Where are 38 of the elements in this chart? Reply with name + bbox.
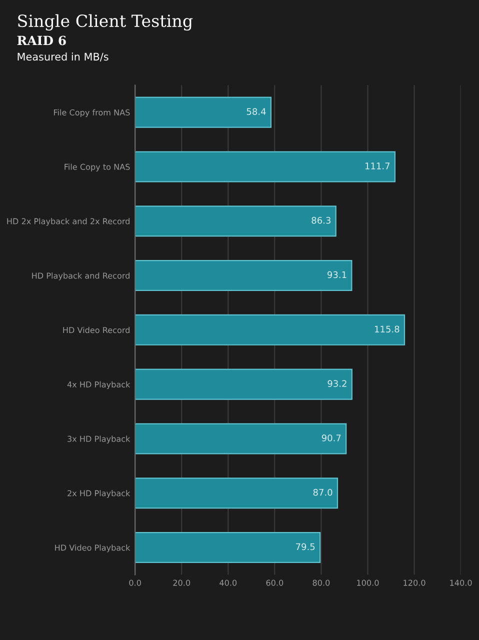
x-tick-label: 120.0 (404, 580, 426, 586)
y-tick-label: HD 2x Playback and 2x Record (7, 218, 130, 226)
y-tick-label: File Copy from NAS (54, 109, 130, 118)
x-tick-label: 40.0 (220, 580, 237, 586)
x-tick-label: 100.0 (357, 580, 379, 586)
x-tick-label: 140.0 (450, 580, 472, 586)
data-label: 111.7 (365, 162, 390, 170)
bar (135, 314, 406, 346)
bar (135, 423, 347, 454)
bar (135, 368, 352, 400)
data-label: 115.8 (374, 326, 400, 333)
bar (135, 532, 321, 564)
y-tick-label: 4x HD Playback (67, 381, 130, 390)
x-tick-label: 60.0 (266, 580, 284, 586)
bar (135, 260, 352, 292)
x-tick-label: 0.0 (129, 580, 141, 586)
chart-subtitle: RAID 6 (17, 36, 66, 46)
data-label: 79.5 (296, 543, 315, 550)
y-tick-label: HD Video Playback (55, 544, 130, 552)
bar (135, 151, 396, 182)
bar (135, 206, 336, 237)
x-tick-label: 20.0 (173, 580, 190, 586)
bar (135, 478, 338, 509)
text: Measured in MB/s (18, 52, 108, 62)
y-tick-label: HD Video Record (63, 326, 130, 334)
x-tick-label: 80.0 (312, 580, 330, 586)
y-tick-label: 3x HD Playback (68, 436, 130, 444)
bar (135, 96, 272, 128)
data-label: 86.3 (312, 216, 330, 224)
y-tick-label: 2x HD Playback (68, 490, 130, 498)
data-label: 87.0 (313, 488, 332, 496)
y-tick-label: HD Playback and Record (32, 272, 130, 280)
y-tick-label: File Copy to NAS (64, 164, 130, 172)
data-label: 93.1 (327, 271, 346, 278)
data-label: 93.2 (328, 380, 346, 387)
data-label: 90.7 (322, 434, 341, 442)
data-label: 58.4 (246, 108, 266, 115)
chart-title: Single Client Testing (18, 14, 193, 31)
